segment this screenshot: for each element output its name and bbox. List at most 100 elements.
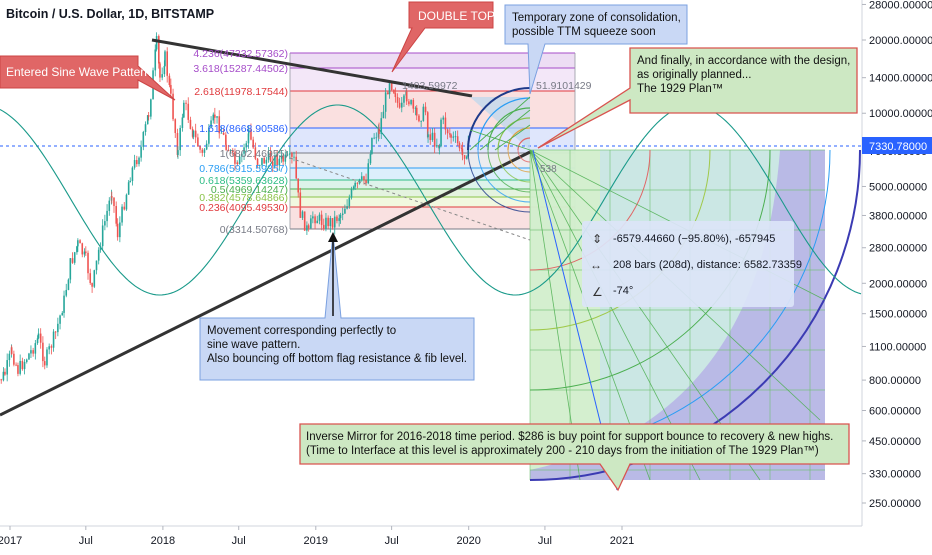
candle-body — [77, 240, 79, 247]
callout-sine-wave-text: Entered Sine Wave Pattern — [6, 65, 151, 79]
time-axis[interactable]: 2017 Jul 2018 Jul 2019 Jul 2020 Jul 2021 — [0, 525, 862, 547]
candle-body — [205, 143, 208, 150]
last-price-badge: 7330.78000 — [862, 137, 932, 154]
candle-body — [403, 95, 405, 103]
callout-sine-wave: Entered Sine Wave Pattern — [0, 55, 176, 101]
candle-body — [155, 36, 158, 50]
candle-body — [181, 117, 184, 128]
callout-1929-plan-text: And finally, in accordance with the desi… — [637, 55, 850, 95]
y-tick-label: 14000.00000 — [869, 73, 932, 85]
candle-body — [463, 155, 466, 159]
candle-body — [113, 197, 115, 207]
candle-body — [414, 107, 417, 109]
candle-body — [243, 147, 245, 154]
candle-body — [436, 145, 438, 147]
candle-body — [76, 246, 78, 253]
candle-body — [97, 249, 100, 261]
fib-zone — [290, 53, 575, 68]
candle-body — [238, 156, 241, 165]
candle-body — [387, 92, 389, 95]
callout-double-top: DOUBLE TOP — [391, 1, 495, 73]
candle-body — [216, 116, 218, 118]
candle-body — [79, 240, 81, 244]
candle-body — [256, 158, 259, 166]
fib-labels: 4.236(47332.57362) 3.618(15287.44502) 2.61… — [193, 48, 288, 236]
candle-body — [225, 144, 227, 150]
candle-body — [39, 333, 42, 343]
candle-body — [231, 149, 234, 153]
candle-body — [449, 133, 451, 135]
candle-body — [405, 91, 408, 102]
gann-arc — [477, 97, 531, 151]
candle-body — [388, 83, 391, 95]
candle-body — [83, 251, 86, 255]
candle-body — [46, 349, 48, 366]
candle-body — [164, 51, 166, 66]
candle-body — [17, 365, 19, 374]
callout-inverse-mirror-text: Inverse Mirror for 2016-2018 time period… — [306, 431, 833, 457]
y-tick-label: 10000.00000 — [869, 108, 932, 120]
candle-body — [227, 149, 230, 152]
candle-body — [307, 225, 310, 229]
candle-body — [95, 260, 98, 271]
candle-body — [108, 200, 111, 211]
candle-body — [142, 132, 145, 147]
candle-body — [282, 155, 284, 162]
callout-movement: Movement corresponding perfectly to sine … — [199, 232, 475, 381]
candle-body — [291, 153, 293, 157]
candle-body — [341, 213, 344, 215]
x-tick-label: 2019 — [304, 535, 328, 547]
candle-body — [6, 360, 8, 375]
callout-1929-plan: And finally, in accordance with the desi… — [537, 47, 858, 149]
y-tick-label: 2000.00000 — [869, 278, 927, 290]
candle-body — [382, 111, 385, 119]
candle-body — [431, 132, 434, 141]
callout-line: Also bouncing off bottom flag resistance… — [207, 353, 467, 365]
y-tick-label: 1100.00000 — [869, 341, 926, 353]
y-tick-label: 3800.00000 — [869, 210, 927, 222]
candle-body — [427, 134, 429, 138]
candle-body — [199, 146, 201, 150]
y-tick-label: 450.00000 — [869, 436, 921, 448]
fib-level-label: 0(3314.50768) — [220, 224, 288, 236]
candle-body — [57, 323, 59, 333]
fib-level-label: 4.236(47332.57362) — [193, 48, 288, 60]
candle-body — [394, 93, 397, 98]
candle-body — [288, 153, 291, 155]
candle-body — [241, 153, 243, 157]
callout-line: Movement corresponding perfectly to — [207, 325, 396, 337]
candle-body — [136, 160, 138, 165]
measure-price-text: -6579.44660 (−95.80%), -657945 — [613, 233, 775, 245]
candle-body — [344, 208, 346, 214]
candle-body — [299, 192, 302, 218]
fib-zone — [290, 68, 575, 91]
fib-zone — [290, 91, 575, 128]
y-tick-label: 20000.00000 — [869, 35, 932, 47]
candle-body — [89, 273, 92, 284]
price-axis[interactable]: 28000.00000 20000.00000 14000.00000 10000.0… — [861, 0, 932, 550]
candle-body — [263, 157, 265, 164]
candle-body — [48, 346, 50, 350]
candle-body — [154, 49, 157, 71]
candle-body — [125, 194, 128, 210]
candle-body — [450, 134, 452, 138]
candle-body — [339, 214, 342, 219]
y-tick-label: 5000.00000 — [869, 181, 927, 193]
gann-fan-line — [469, 96, 531, 151]
candle-body — [247, 129, 250, 134]
candle-body — [93, 270, 96, 287]
candle-body — [170, 85, 172, 94]
candle-body — [247, 133, 250, 144]
fib-zone — [290, 180, 575, 189]
chart-title: Bitcoin / U.S. Dollar, 1D, BITSTAMP — [6, 7, 214, 21]
candle-body — [461, 148, 464, 156]
candle-body — [429, 134, 432, 141]
gann-arc — [497, 117, 531, 151]
candle-body — [87, 252, 89, 274]
y-tick-label: 330.00000 — [869, 469, 921, 481]
candle-body — [99, 246, 102, 250]
candle-body — [214, 114, 216, 118]
candle-body — [331, 218, 334, 228]
candle-body — [284, 154, 287, 162]
